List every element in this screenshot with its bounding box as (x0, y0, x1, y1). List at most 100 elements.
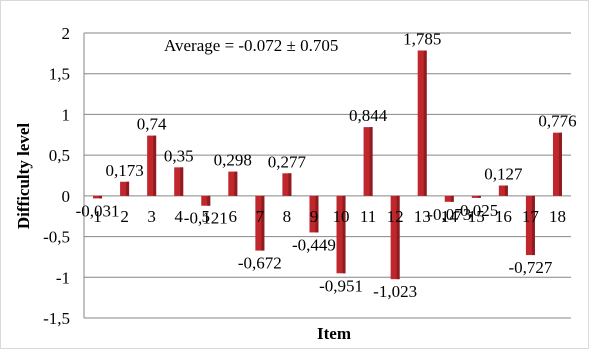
bar-body (336, 195, 346, 274)
data-label: -0,025 (454, 201, 498, 220)
bar (228, 171, 238, 196)
data-label: 0,844 (349, 106, 388, 125)
y-tick-label: 0 (62, 187, 71, 206)
bar-body (390, 195, 400, 280)
y-tick-label: 1,5 (49, 65, 70, 84)
bar-body (525, 195, 535, 256)
bar-shade (126, 181, 130, 196)
data-label: -0,031 (76, 201, 120, 220)
y-axis-ticks: -1,5 -1 -0,5 0 0,5 1 1,5 2 (43, 24, 70, 328)
x-tick-label: 1 (93, 207, 102, 226)
bar-shade (450, 195, 454, 202)
data-label: 0,127 (484, 165, 523, 184)
bar (444, 195, 454, 202)
bar-body (498, 185, 508, 196)
x-tick-label: 9 (310, 207, 319, 226)
x-tick-label: 2 (120, 207, 129, 226)
data-label: -0,449 (292, 235, 336, 254)
bar-shade (477, 195, 481, 198)
bar-body (120, 181, 130, 196)
data-labels: -0,031 0,173 0,74 0,35 -0,121 0,298 -0,672 0,27… (76, 30, 577, 302)
bar (201, 195, 211, 206)
x-tick-label: 10 (333, 207, 350, 226)
x-axis-ticks: 1 2 3 4 5 6 7 8 9 10 11 12 13 14 15 16 17 18 (93, 207, 566, 226)
x-tick-label: 6 (229, 207, 238, 226)
x-tick-label: 3 (147, 207, 156, 226)
bar (417, 50, 427, 196)
y-tick-label: -1,5 (43, 309, 70, 328)
x-tick-label: 18 (549, 207, 566, 226)
data-label: -1,023 (373, 282, 417, 301)
y-tick-label: 2 (62, 24, 71, 43)
bar-shade (369, 127, 373, 196)
bar-body (93, 195, 103, 199)
bar-shade (396, 195, 400, 280)
bar (93, 195, 103, 199)
average-annotation: Average = -0.072 ± 0.705 (164, 36, 338, 55)
x-tick-label: 5 (202, 207, 211, 226)
bar-body (552, 132, 562, 196)
data-label: -0,951 (319, 276, 363, 295)
data-label: -0,672 (238, 254, 282, 273)
bar-shade (261, 195, 265, 251)
y-tick-label: 1 (62, 105, 71, 124)
gridlines (83, 32, 571, 319)
bar (498, 185, 508, 196)
bar (120, 181, 130, 196)
data-label: 0,74 (137, 115, 167, 134)
x-tick-label: 15 (468, 207, 485, 226)
bar (390, 195, 400, 280)
x-tick-label: 4 (174, 207, 183, 226)
x-axis-label: Item (317, 324, 351, 343)
bar-body (471, 195, 481, 198)
bar (363, 127, 373, 196)
bar-body (255, 195, 265, 251)
y-tick-label: 0,5 (49, 146, 70, 165)
data-label: -0,727 (508, 258, 552, 277)
data-label: 0,35 (164, 146, 194, 165)
bar-shade (180, 167, 184, 196)
bar-shade (504, 185, 508, 196)
bar-body (174, 167, 184, 196)
data-label: 0,173 (105, 161, 143, 180)
bar (309, 195, 319, 233)
y-axis-label: Difficulty level (14, 123, 33, 229)
bar-body (282, 173, 292, 196)
bar (336, 195, 346, 274)
bar (174, 167, 184, 196)
bar (471, 195, 481, 198)
x-tick-label: 8 (283, 207, 292, 226)
x-tick-label: 7 (256, 207, 265, 226)
bar-body (417, 50, 427, 196)
data-label: -0,121 (184, 209, 228, 228)
x-tick-label: 12 (387, 207, 404, 226)
bar-shade (315, 195, 319, 233)
bar-shade (288, 173, 292, 196)
y-tick-label: -1 (56, 268, 70, 287)
bar-body (228, 171, 238, 196)
bar-shade (423, 50, 427, 196)
x-tick-label: 13 (414, 207, 431, 226)
bar (282, 173, 292, 196)
bar (525, 195, 535, 256)
bar-shade (153, 135, 157, 196)
bar-shade (207, 195, 211, 206)
bars (93, 50, 562, 280)
bar-body (444, 195, 454, 202)
x-tick-label: 17 (522, 207, 540, 226)
data-label: 1,785 (403, 30, 441, 49)
bar-body (147, 135, 157, 196)
bar (255, 195, 265, 251)
bar-body (309, 195, 319, 233)
data-label: 0,776 (538, 112, 576, 131)
bar (147, 135, 157, 196)
bar-shade (342, 195, 346, 274)
bar-shade (531, 195, 535, 256)
data-label: 0,298 (214, 151, 252, 170)
bar (552, 132, 562, 196)
y-tick-label: -0,5 (43, 228, 70, 247)
bar-body (201, 195, 211, 206)
